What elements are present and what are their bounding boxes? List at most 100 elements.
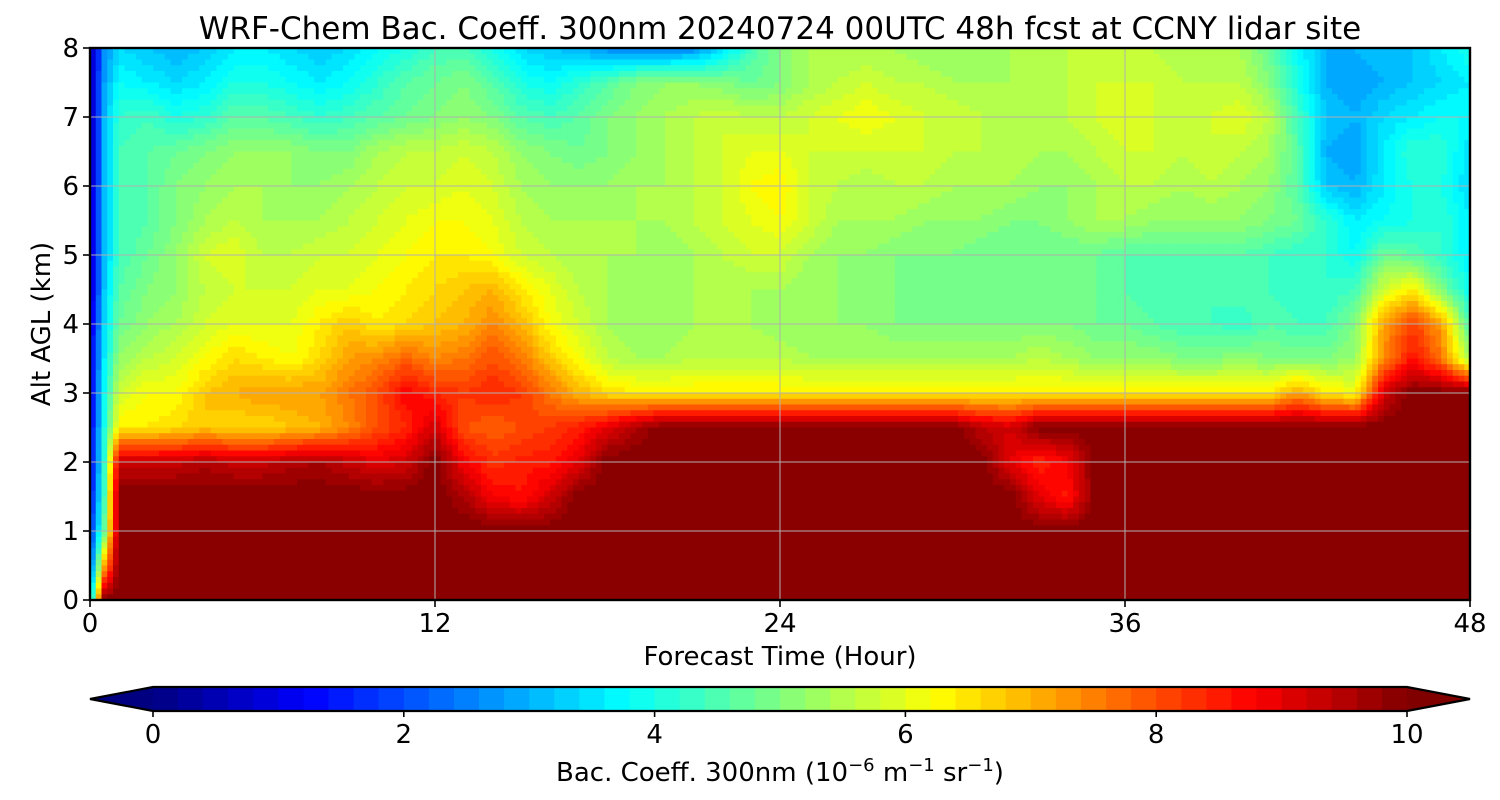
heatmap-cell	[791, 59, 798, 66]
heatmap-cell	[417, 151, 425, 158]
heatmap-cell	[1182, 82, 1189, 89]
heatmap-cell	[406, 111, 413, 118]
heatmap-cell	[1061, 48, 1069, 55]
heatmap-cell	[95, 48, 103, 55]
heatmap-cell	[688, 134, 695, 141]
heatmap-cell	[1447, 128, 1454, 135]
heatmap-cell	[274, 122, 281, 130]
heatmap-cell	[946, 117, 954, 124]
heatmap-cell	[1435, 140, 1442, 147]
heatmap-cell	[469, 71, 476, 78]
heatmap-cell	[1332, 53, 1339, 61]
heatmap-cell	[1360, 59, 1368, 66]
heatmap-cell	[435, 134, 442, 141]
heatmap-cell	[383, 140, 390, 147]
heatmap-cell	[1395, 71, 1402, 78]
heatmap-cell	[647, 140, 655, 147]
heatmap-cell	[95, 140, 103, 147]
heatmap-cell	[187, 111, 195, 118]
heatmap-cell	[1004, 94, 1011, 101]
heatmap-cell	[377, 140, 384, 147]
heatmap-cell	[941, 163, 948, 170]
heatmap-cell	[975, 105, 982, 112]
heatmap-cell	[337, 82, 344, 89]
heatmap-cell	[1228, 151, 1235, 158]
heatmap-cell	[239, 71, 246, 78]
heatmap-cell	[791, 105, 798, 112]
heatmap-cell	[101, 117, 108, 124]
heatmap-cell	[1240, 117, 1247, 124]
heatmap-cell	[1332, 128, 1339, 135]
heatmap-cell	[1395, 151, 1402, 158]
heatmap-cell	[1113, 145, 1120, 153]
heatmap-cell	[1119, 140, 1126, 147]
heatmap-cell	[366, 122, 373, 130]
heatmap-cell	[964, 122, 971, 130]
heatmap-cell	[584, 145, 591, 153]
heatmap-cell	[849, 99, 856, 107]
heatmap-cell	[371, 94, 379, 101]
heatmap-cell	[647, 163, 655, 170]
heatmap-cell	[435, 76, 442, 84]
heatmap-cell	[435, 145, 442, 153]
heatmap-cell	[1332, 48, 1339, 55]
heatmap-cell	[636, 157, 643, 164]
heatmap-cell	[1429, 71, 1437, 78]
heatmap-cell	[889, 105, 896, 112]
heatmap-cell	[1067, 140, 1074, 147]
heatmap-cell	[1343, 151, 1350, 158]
heatmap-cell	[584, 94, 591, 101]
heatmap-cell	[199, 82, 206, 89]
heatmap-cell	[1004, 140, 1011, 147]
heatmap-cell	[1153, 59, 1161, 66]
heatmap-cell	[1343, 53, 1350, 61]
heatmap-cell	[837, 82, 844, 89]
heatmap-cell	[1038, 105, 1046, 112]
heatmap-cell	[636, 151, 643, 158]
heatmap-cell	[624, 99, 632, 107]
heatmap-cell	[170, 71, 177, 78]
heatmap-cell	[492, 53, 499, 61]
heatmap-cell	[279, 48, 287, 55]
heatmap-cell	[1130, 122, 1138, 130]
heatmap-cell	[1257, 140, 1264, 147]
heatmap-cell	[1027, 122, 1034, 130]
heatmap-cell	[1038, 122, 1046, 130]
heatmap-cell	[941, 88, 948, 95]
heatmap-cell	[826, 163, 833, 170]
heatmap-cell	[193, 94, 200, 101]
heatmap-cell	[590, 111, 597, 118]
heatmap-cell	[285, 163, 292, 170]
heatmap-cell	[302, 140, 310, 147]
heatmap-cell	[1303, 117, 1310, 124]
heatmap-cell	[1153, 163, 1161, 170]
heatmap-cell	[153, 65, 160, 72]
heatmap-cell	[394, 48, 402, 55]
heatmap-cell	[550, 157, 557, 164]
heatmap-cell	[647, 157, 655, 164]
heatmap-cell	[1050, 53, 1057, 61]
heatmap-cell	[297, 71, 304, 78]
heatmap-cell	[785, 82, 793, 89]
heatmap-cell	[400, 59, 407, 66]
heatmap-cell	[1061, 163, 1069, 170]
heatmap-cell	[952, 128, 959, 135]
heatmap-cell	[699, 94, 706, 101]
heatmap-cell	[1447, 111, 1454, 118]
heatmap-cell	[1303, 134, 1310, 141]
heatmap-cell	[320, 122, 327, 130]
heatmap-cell	[1274, 88, 1281, 95]
heatmap-cell	[1067, 82, 1074, 89]
heatmap-cell	[377, 157, 384, 164]
heatmap-cell	[141, 48, 149, 55]
heatmap-cell	[1130, 151, 1138, 158]
heatmap-cell	[136, 94, 143, 101]
heatmap-cell	[228, 88, 235, 95]
heatmap-cell	[659, 82, 666, 89]
heatmap-cell	[216, 134, 223, 141]
heatmap-cell	[1401, 99, 1408, 107]
heatmap-cell	[877, 128, 885, 135]
heatmap-cell	[1199, 82, 1207, 89]
heatmap-cell	[113, 140, 120, 147]
heatmap-cell	[1263, 157, 1270, 164]
